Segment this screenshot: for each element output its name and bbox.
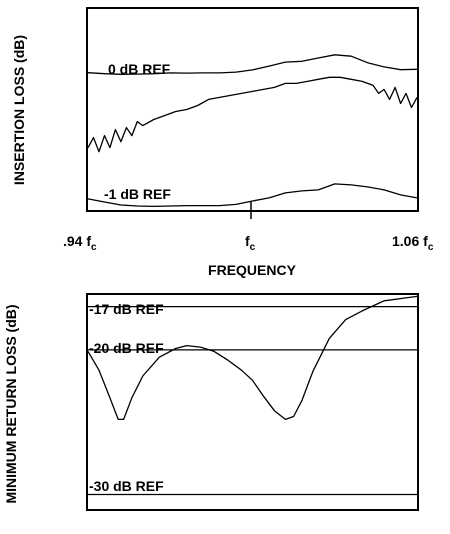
- trace-return-loss: [87, 295, 418, 421]
- ref-label-minus30db: -30 dB REF: [89, 478, 164, 494]
- insertion-loss-chart: 0 dB REF -1 dB REF INSERTION LOSS (dB) .…: [11, 7, 434, 278]
- ref-label-minus20db: -20 dB REF: [89, 340, 164, 356]
- x-tick-label-right: 1.06 fc: [392, 233, 434, 253]
- y-axis-label-return-loss: MINIMUM RETURN LOSS (dB): [3, 304, 19, 503]
- return-loss-series-group: [87, 295, 418, 421]
- ref-label-minus1db: -1 dB REF: [104, 186, 171, 202]
- ref-label-0db: 0 dB REF: [108, 61, 171, 77]
- return-loss-plot-frame: [86, 293, 419, 511]
- x-axis-label-frequency: FREQUENCY: [208, 262, 297, 278]
- reference-line-group: [87, 306, 418, 496]
- ref-label-minus17db: -17 dB REF: [89, 301, 164, 317]
- insertion-loss-series-group: [87, 54, 418, 208]
- y-axis-label-insertion-loss: INSERTION LOSS (dB): [11, 35, 27, 185]
- x-tick-label-center: fc: [245, 233, 256, 253]
- x-tick-label-left: .94 fc: [63, 233, 97, 253]
- trace-minus1db-ref: [87, 183, 418, 208]
- trace-insertion-loss: [87, 76, 418, 153]
- return-loss-chart: -17 dB REF -20 dB REF -30 dB REF MINIMUM…: [3, 293, 419, 511]
- trace-0db-ref: [87, 54, 418, 75]
- insertion-loss-plot-frame: [86, 7, 419, 212]
